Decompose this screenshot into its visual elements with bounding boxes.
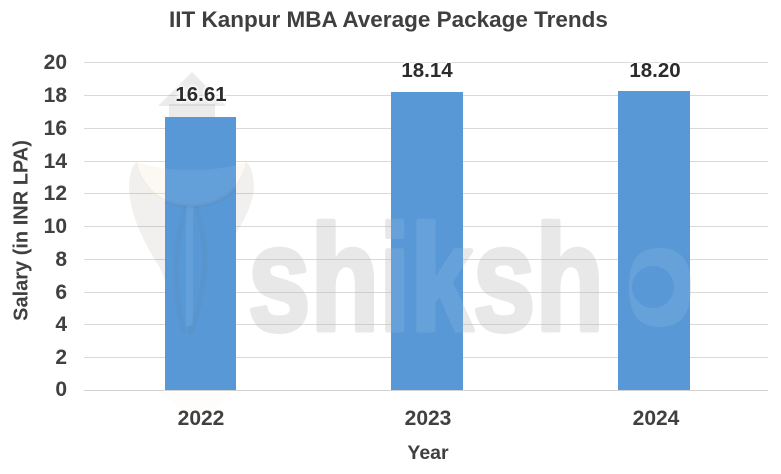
svg-text:shiksh: shiksh xyxy=(248,194,604,362)
